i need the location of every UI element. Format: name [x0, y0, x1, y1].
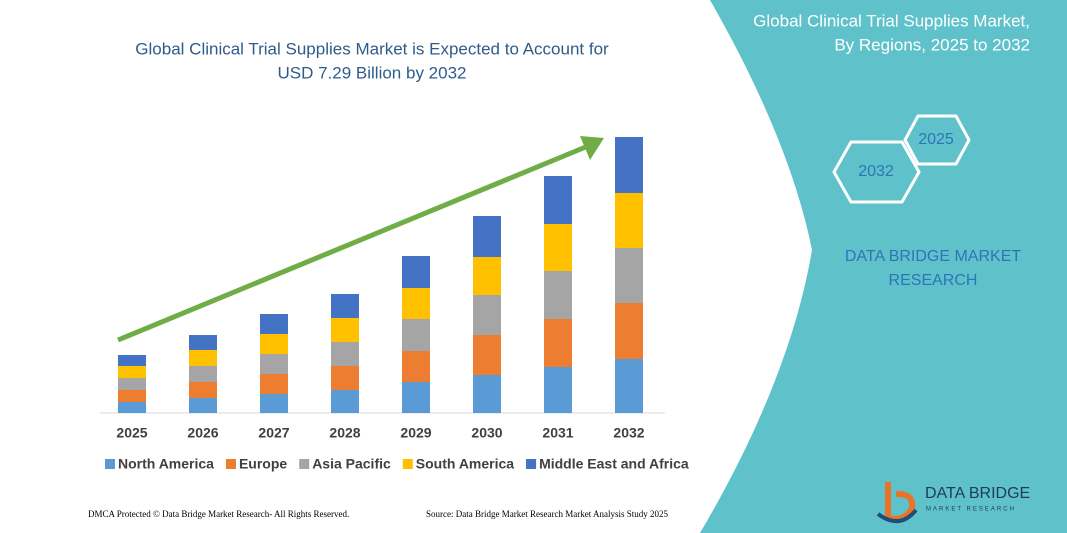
bar-segment — [331, 294, 359, 318]
bar-segment — [473, 295, 501, 335]
bar-segment — [402, 319, 430, 351]
bar-segment — [402, 256, 430, 288]
bar-segment — [118, 402, 146, 413]
brand-text: RESEARCH — [889, 272, 978, 289]
bar-segment — [473, 335, 501, 375]
bar-segment — [402, 288, 430, 319]
trend-arrow — [117, 143, 589, 343]
bar-segment — [260, 314, 288, 334]
chart-title: Global Clinical Trial Supplies Market is… — [135, 39, 609, 58]
panel-title: By Regions, 2025 to 2032 — [834, 35, 1030, 54]
bar-segment — [260, 394, 288, 413]
bar-segment — [118, 366, 146, 378]
legend-label: Europe — [239, 456, 287, 472]
bar-segment — [189, 350, 217, 366]
hexagon — [903, 114, 971, 166]
brand-text: DATA BRIDGE MARKET — [845, 248, 1022, 265]
bar-segment — [118, 355, 146, 366]
bar-segment — [189, 398, 217, 413]
legend-swatch — [526, 459, 537, 469]
logo-text: DATA BRIDGE — [925, 485, 1030, 502]
bar-segment — [402, 382, 430, 413]
legend-label: South America — [416, 456, 514, 472]
legend-label: Asia Pacific — [312, 456, 391, 472]
bar-segment — [615, 359, 643, 413]
legend-swatch — [402, 459, 413, 469]
logo: DATA BRIDGE MARKET RESEARCH — [876, 482, 1030, 523]
panel-title: Global Clinical Trial Supplies Market, — [753, 11, 1030, 30]
bar-segment — [260, 374, 288, 394]
hex-label: 2025 — [918, 131, 954, 148]
bar-segment — [118, 378, 146, 390]
logo-sub: MARKET RESEARCH — [926, 507, 1016, 513]
bar-segment — [615, 137, 643, 193]
bar-segment — [473, 216, 501, 257]
bar-segment — [615, 193, 643, 248]
x-tick-label: 2025 — [116, 425, 147, 441]
x-tick-label: 2026 — [187, 425, 218, 441]
hex-label: 2032 — [858, 163, 894, 180]
logo-mark — [885, 482, 916, 522]
footer-text: DMCA Protected © Data Bridge Market Rese… — [88, 509, 349, 519]
bar-segment — [544, 367, 572, 413]
x-tick-label: 2031 — [542, 425, 573, 441]
bar-segment — [544, 271, 572, 319]
x-tick-label: 2028 — [329, 425, 360, 441]
legend-swatch — [299, 459, 310, 469]
bar-segment — [189, 366, 217, 382]
x-tick-label: 2029 — [400, 425, 431, 441]
bar-segment — [473, 257, 501, 295]
x-tick-label: 2030 — [471, 425, 502, 441]
bar-segment — [544, 224, 572, 271]
x-tick-label: 2027 — [258, 425, 289, 441]
plot: 2025 2026 2027 2028 2029 2030 2031 2032 North Am… — [105, 137, 689, 472]
x-tick-label: 2032 — [613, 425, 644, 441]
legend-label: Middle East and Africa — [539, 456, 689, 472]
bar-segment — [615, 248, 643, 303]
bar-segment — [473, 375, 501, 413]
side-panel — [700, 0, 1067, 533]
bar-segment — [118, 390, 146, 402]
arrow-head — [580, 136, 604, 160]
bar-segment — [331, 390, 359, 413]
footer-text: Source: Data Bridge Market Research Mark… — [426, 509, 668, 519]
bar-segment — [189, 335, 217, 350]
legend-swatch — [105, 459, 115, 469]
bar-segment — [544, 176, 572, 224]
bar-segment — [615, 303, 643, 359]
logo-mark — [876, 508, 918, 523]
bar-segment — [331, 342, 359, 366]
bar-segment — [189, 382, 217, 398]
legend-label: North America — [118, 456, 214, 472]
bar-segment — [544, 319, 572, 367]
hexagon — [832, 140, 921, 204]
chart-subtitle: USD 7.29 Billion by 2032 — [277, 63, 466, 82]
bar-segment — [402, 351, 430, 382]
bar-segment — [260, 354, 288, 374]
bar-segment — [331, 366, 359, 390]
legend-swatch — [225, 459, 236, 469]
bar-segment — [331, 318, 359, 342]
bar-segment — [260, 334, 288, 354]
